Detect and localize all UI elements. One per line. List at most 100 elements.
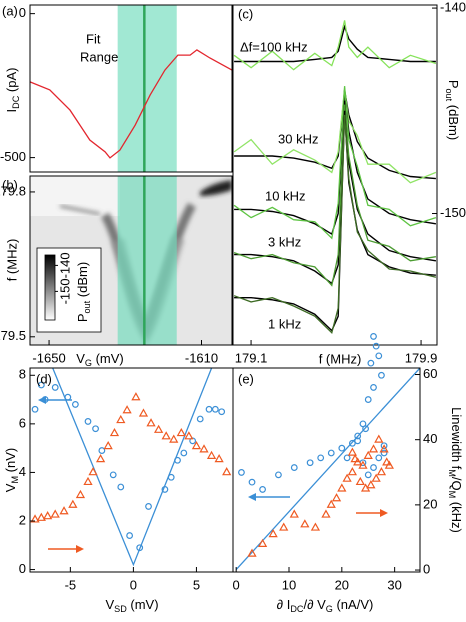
- triangle-marker: [222, 467, 232, 476]
- y-axis-label-part: out: [444, 89, 454, 102]
- y2-axis-label-part: /Q: [449, 477, 464, 491]
- triangle-marker: [353, 457, 363, 466]
- y-tick-label: 179.8: [0, 183, 26, 198]
- y-tick-label: 40: [423, 431, 437, 446]
- triangle-marker: [355, 476, 365, 486]
- circle-marker: [64, 393, 72, 401]
- fit-range-band: [117, 176, 177, 345]
- data-line: [233, 20, 437, 71]
- triangle-marker: [199, 444, 209, 453]
- circle-marker: [174, 456, 181, 464]
- y-axis-label: f (MHz): [4, 239, 19, 282]
- blue-arrow-head: [248, 493, 256, 501]
- circle-marker: [211, 405, 219, 413]
- circle-marker: [136, 544, 144, 552]
- triangle-marker: [326, 499, 336, 508]
- circle-marker: [37, 381, 45, 389]
- triangle-marker: [371, 473, 381, 482]
- fit-line: [52, 367, 213, 567]
- data-line: [233, 86, 437, 240]
- colorbar-label: Pout (dBm): [75, 262, 92, 322]
- triangle-marker: [347, 447, 358, 456]
- annotation: Fit: [86, 31, 101, 46]
- triangle-marker: [75, 489, 86, 499]
- heatmap-blob: [200, 180, 232, 196]
- y2-axis-label-part: Linewidth f: [449, 407, 464, 470]
- circle-marker: [51, 384, 59, 391]
- triangle-marker: [257, 538, 268, 547]
- circle-marker: [161, 486, 169, 493]
- triangle-marker: [36, 512, 46, 521]
- y-tick-label: -150: [440, 205, 466, 220]
- triangle-marker: [289, 509, 299, 518]
- circle-marker: [205, 405, 213, 413]
- triangle-marker: [331, 493, 342, 502]
- circle-marker: [238, 469, 245, 476]
- y-tick-label: 179.5: [0, 328, 26, 343]
- x-tick-label: 0: [233, 577, 240, 592]
- x-axis-label-part: V: [105, 597, 114, 612]
- series-label: Δf=100 kHz: [240, 39, 308, 54]
- circle-marker: [362, 425, 369, 433]
- triangle-marker: [161, 431, 171, 440]
- triangle-marker: [206, 450, 217, 459]
- circle-marker: [248, 478, 256, 486]
- circle-marker: [317, 454, 325, 462]
- y-tick-label: 2: [19, 512, 26, 527]
- y-tick-label: 0: [19, 561, 26, 576]
- triangle-marker: [363, 450, 373, 459]
- series-label: 30 kHz: [278, 131, 318, 146]
- triangle-marker: [116, 414, 126, 424]
- y-axis-label: VM (nV): [3, 448, 20, 492]
- x-axis-label-part: (nA/V): [333, 597, 373, 612]
- series-label: 1 kHz: [268, 316, 301, 331]
- x-axis-label-part: G: [326, 604, 333, 614]
- y2-axis-label-part: (kHz): [449, 498, 464, 533]
- triangle-marker: [376, 467, 387, 476]
- circle-marker: [370, 333, 377, 340]
- triangle-marker: [146, 418, 156, 427]
- colorbar-tick-label: -140: [57, 252, 72, 278]
- triangle-marker: [382, 457, 392, 466]
- panel-frame: [29, 367, 234, 573]
- y-axis-label-part: (nV): [3, 448, 18, 476]
- y-axis-label-part: V: [3, 483, 18, 492]
- triangle-marker: [321, 509, 331, 518]
- colorbar-label-part: out: [82, 300, 92, 313]
- circle-marker: [259, 486, 266, 493]
- circle-marker: [218, 408, 226, 416]
- circle-marker: [41, 396, 49, 403]
- triangle-marker: [300, 519, 310, 528]
- triangle-marker: [169, 434, 179, 443]
- y-axis-label: Pout (dBm): [444, 80, 461, 140]
- circle-marker: [370, 464, 377, 471]
- triangle-marker: [368, 444, 379, 453]
- y2-axis-label-part: M: [447, 469, 457, 477]
- fit-line: [234, 90, 436, 180]
- y-axis-label-part: M: [10, 476, 20, 484]
- x-axis-label-part: G: [85, 358, 92, 368]
- circle-marker: [290, 464, 298, 471]
- triangle-marker: [122, 405, 132, 414]
- heatmap-streak: [59, 205, 101, 215]
- triangle-marker: [384, 460, 394, 469]
- x-axis-label-part: ∂ I: [277, 597, 291, 612]
- y-axis-label-part: (pA): [4, 68, 19, 96]
- x-axis-label-part: SD: [114, 604, 127, 614]
- y-tick-label: 0: [423, 561, 430, 576]
- data-line: [233, 114, 437, 334]
- orange-arrow-head: [380, 509, 388, 517]
- circle-marker: [98, 447, 106, 454]
- orange-arrow-head: [76, 545, 84, 553]
- triangle-marker: [342, 473, 352, 482]
- triangle-marker: [176, 427, 186, 437]
- x-tick-label: 179.9: [405, 350, 438, 365]
- circle-marker: [380, 449, 388, 457]
- x-axis-label-part: (mV): [127, 597, 159, 612]
- y-axis-label-part: DC: [11, 95, 21, 109]
- data-line: [29, 49, 233, 159]
- triangle-marker: [50, 509, 60, 518]
- triangle-marker: [268, 528, 278, 538]
- y-tick-label: 8: [19, 367, 26, 382]
